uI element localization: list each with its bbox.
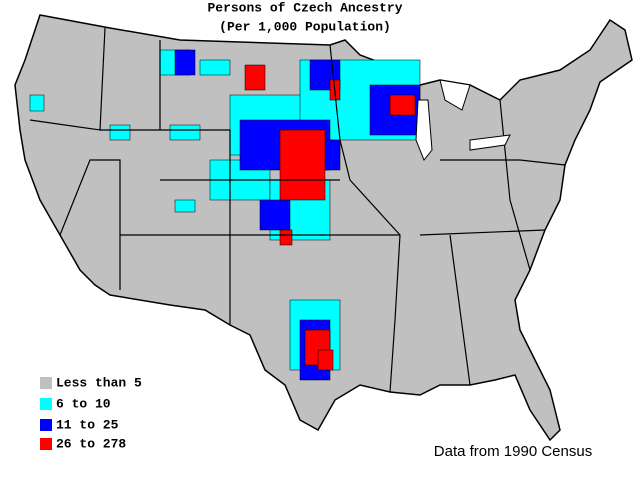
legend-label: Less than 5 (56, 375, 142, 390)
legend-swatch (40, 419, 52, 431)
border (499, 99, 531, 271)
legend-swatch (40, 398, 52, 410)
border (419, 159, 566, 386)
legend-label: 6 to 10 (56, 396, 111, 411)
county-patch (199, 59, 231, 76)
legend-swatch (40, 377, 52, 389)
county-patch (29, 94, 45, 112)
county-patch (259, 199, 291, 231)
great-lakes (415, 79, 511, 161)
border (329, 44, 401, 393)
subtitle: (Per 1,000 Population) (219, 19, 391, 34)
legend-label: 26 to 278 (56, 436, 126, 451)
border (159, 40, 400, 325)
county-patch (174, 49, 196, 76)
county-patch (244, 64, 266, 91)
legend-swatch (40, 438, 52, 450)
legend-label: 11 to 25 (56, 417, 119, 432)
county-patch (279, 229, 293, 246)
county-patch (169, 124, 201, 141)
border (59, 159, 121, 290)
title: Persons of Czech Ancestry (207, 0, 402, 15)
us-map (14, 14, 633, 442)
border (100, 129, 231, 236)
source-note: Data from 1990 Census (434, 443, 592, 460)
county-fills (29, 49, 421, 381)
county-patch (279, 129, 326, 201)
county-patch (174, 199, 196, 213)
county-patch (389, 94, 416, 116)
state-borders (29, 27, 566, 393)
county-patch (109, 124, 131, 141)
legend: Less than 5 6 to 10 11 to 25 26 to 278 (40, 375, 142, 451)
county-patch (317, 349, 334, 371)
